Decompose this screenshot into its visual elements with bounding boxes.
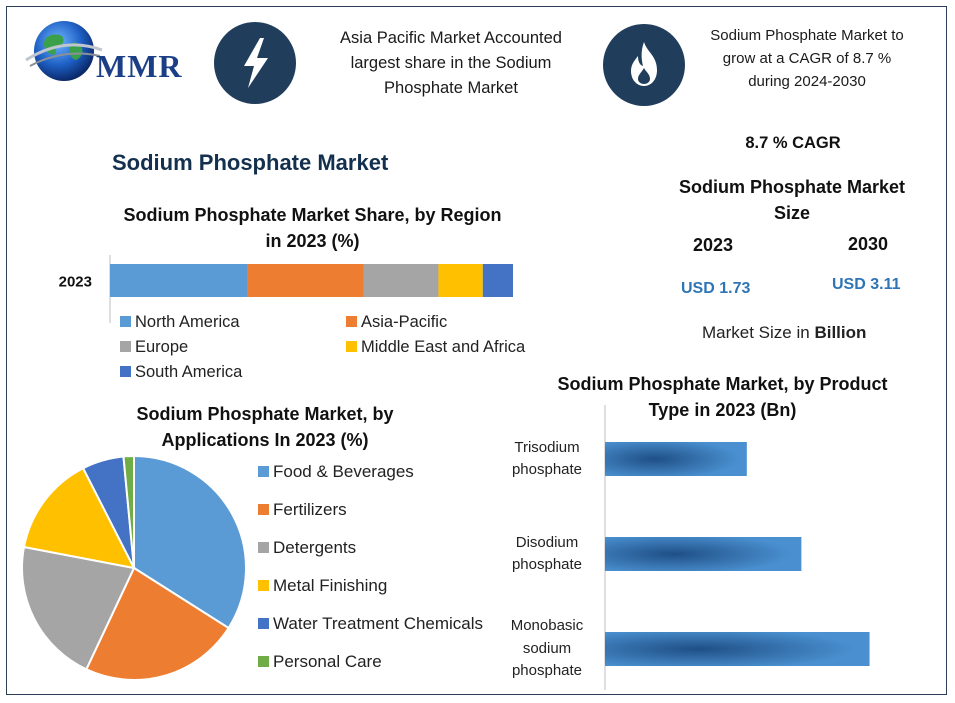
region-legend-item: North America bbox=[120, 313, 240, 332]
headline-line: during 2024-2030 bbox=[748, 73, 866, 90]
legend-label: Water Treatment Chemicals bbox=[273, 614, 484, 633]
legend-swatch bbox=[258, 504, 269, 515]
headline-cagr: Sodium Phosphate Market to grow at a CAG… bbox=[686, 24, 928, 93]
product-bar-chart bbox=[604, 405, 870, 690]
region-legend-item: South America bbox=[120, 363, 242, 382]
value-2023: USD 1.73 bbox=[681, 280, 751, 297]
applications-legend-item: Fertilizers bbox=[258, 500, 347, 520]
product-category-label: Disodium phosphate bbox=[511, 533, 583, 574]
year-2030: 2030 bbox=[848, 234, 889, 254]
product-category-label: Trisodium phosphate bbox=[511, 438, 583, 479]
legend-label: Metal Finishing bbox=[273, 576, 388, 595]
value-2030: USD 3.11 bbox=[832, 276, 901, 293]
headline-line: Sodium Phosphate Market to bbox=[710, 27, 904, 44]
legend-label: South America bbox=[135, 363, 243, 381]
region-bar-segment bbox=[247, 264, 364, 297]
applications-legend-item: Metal Finishing bbox=[258, 576, 387, 596]
flame-icon bbox=[631, 42, 657, 86]
product-bar bbox=[605, 442, 747, 476]
legend-swatch bbox=[258, 466, 269, 477]
region-chart-title-line: in 2023 (%) bbox=[265, 231, 360, 251]
legend-swatch bbox=[258, 656, 269, 667]
legend-label: Detergents bbox=[273, 538, 357, 557]
infographic-frame bbox=[6, 6, 947, 695]
market-size-title-line: Sodium Phosphate Market bbox=[678, 177, 906, 197]
region-legend-item: Asia-Pacific bbox=[346, 313, 447, 332]
applications-legend-item: Detergents bbox=[258, 538, 356, 558]
product-bar bbox=[605, 632, 870, 666]
region-legend-item: Middle East and Africa bbox=[346, 338, 525, 357]
region-category-label: 2023 bbox=[59, 274, 92, 291]
legend-swatch bbox=[258, 618, 269, 629]
legend-label: Personal Care bbox=[273, 652, 382, 671]
legend-swatch bbox=[258, 542, 269, 553]
market-size-note: Market Size in Billion bbox=[702, 323, 866, 343]
legend-label: Fertilizers bbox=[273, 500, 347, 519]
product-bar bbox=[605, 537, 802, 571]
region-legend-item: Europe bbox=[120, 338, 188, 357]
region-chart-title-line: Sodium Phosphate Market Share, by Region bbox=[123, 205, 502, 225]
legend-label: Asia-Pacific bbox=[361, 313, 448, 331]
legend-swatch bbox=[346, 341, 357, 352]
headline-line: Phosphate Market bbox=[384, 79, 518, 97]
mmr-logo: MMR bbox=[18, 16, 198, 86]
product-chart-title-line: Sodium Phosphate Market, by Product bbox=[557, 374, 888, 394]
legend-swatch bbox=[120, 366, 131, 377]
region-chart: 2023 bbox=[59, 255, 513, 323]
legend-label: North America bbox=[135, 313, 240, 331]
legend-swatch bbox=[258, 580, 269, 591]
market-size-title-line: Size bbox=[773, 203, 811, 223]
lightning-icon bbox=[244, 38, 268, 88]
legend-swatch bbox=[346, 316, 357, 327]
region-bar-segment bbox=[363, 264, 439, 297]
pie-slice bbox=[22, 466, 136, 570]
headline-line: grow at a CAGR of 8.7 % bbox=[722, 50, 892, 67]
cagr-value: 8.7 % CAGR bbox=[745, 134, 841, 152]
applications-chart-title: Sodium Phosphate Market, by Applications … bbox=[95, 401, 435, 453]
region-bar-segment bbox=[482, 264, 513, 297]
headline-line: Asia Pacific Market Accounted bbox=[340, 29, 562, 47]
note-unit: Billion bbox=[814, 323, 867, 342]
legend-swatch bbox=[120, 316, 131, 327]
page-title: Sodium Phosphate Market bbox=[112, 150, 389, 175]
applications-legend-item: Personal Care bbox=[258, 652, 382, 672]
lightning-badge bbox=[214, 22, 296, 104]
headline-line: largest share in the Sodium bbox=[350, 54, 552, 72]
globe-icon bbox=[25, 21, 103, 81]
region-chart-title: Sodium Phosphate Market Share, by Region… bbox=[100, 202, 525, 254]
applications-legend-item: Water Treatment Chemicals bbox=[258, 614, 483, 634]
flame-badge bbox=[603, 24, 685, 106]
applications-chart-title-line: Applications In 2023 (%) bbox=[161, 430, 369, 450]
pie-slice bbox=[21, 545, 136, 671]
product-chart-title-line: Type in 2023 (Bn) bbox=[648, 400, 797, 420]
product-category-label: Monobasic sodium phosphate bbox=[510, 617, 584, 680]
applications-chart-title-line: Sodium Phosphate Market, by bbox=[136, 404, 394, 424]
pie-slice bbox=[122, 454, 135, 569]
logo-text: MMR bbox=[96, 48, 183, 84]
note-prefix: Market Size in bbox=[702, 323, 815, 342]
product-chart-title: Sodium Phosphate Market, by Product Type … bbox=[530, 371, 915, 423]
legend-label: Europe bbox=[135, 338, 189, 356]
year-2023: 2023 bbox=[693, 235, 734, 255]
market-size-title: Sodium Phosphate Market Size bbox=[652, 174, 932, 226]
headline-asia-pacific: Asia Pacific Market Accounted largest sh… bbox=[310, 26, 592, 101]
legend-label: Middle East and Africa bbox=[361, 338, 526, 356]
region-bar-segment bbox=[110, 264, 248, 297]
region-bar-segment bbox=[438, 264, 483, 297]
applications-pie-chart bbox=[21, 454, 247, 681]
legend-swatch bbox=[120, 341, 131, 352]
applications-legend-item: Food & Beverages bbox=[258, 462, 414, 482]
legend-label: Food & Beverages bbox=[273, 462, 414, 481]
